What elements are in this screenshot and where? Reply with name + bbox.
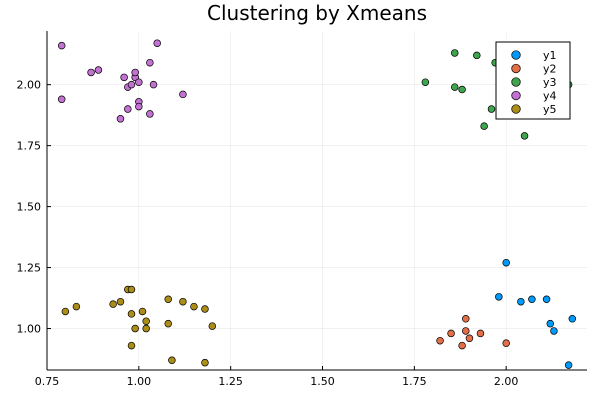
- legend-label-y5: y5: [543, 103, 557, 116]
- y4-point: [146, 110, 154, 118]
- y3-point: [480, 122, 488, 130]
- y4-point: [57, 95, 66, 104]
- y5-point: [190, 302, 198, 311]
- y5-point: [131, 324, 139, 333]
- y3-point: [451, 83, 459, 91]
- x-tick-label: 1.25: [218, 375, 243, 388]
- y4-point: [135, 78, 143, 86]
- legend-label-y4: y4: [543, 90, 557, 103]
- legend-label-y3: y3: [543, 76, 557, 89]
- y5-point: [109, 300, 117, 308]
- y5-point: [201, 305, 209, 313]
- y4-point: [57, 41, 66, 50]
- legend-marker-y5: [511, 104, 521, 114]
- y4-point: [179, 90, 187, 99]
- legend-marker-y2: [511, 63, 521, 74]
- x-tick-label: 1.00: [127, 375, 152, 388]
- y2-point: [476, 329, 485, 338]
- y5-point: [138, 307, 147, 316]
- legend-marker-y1: [511, 50, 521, 60]
- y4-point: [116, 115, 125, 123]
- y2-point: [436, 336, 444, 345]
- y1-point: [517, 297, 525, 306]
- y3-point: [421, 78, 430, 86]
- x-tick-label: 2.00: [494, 375, 519, 388]
- y4-point: [131, 68, 139, 77]
- y4-point: [124, 105, 132, 113]
- y5-point: [164, 295, 172, 304]
- y4-point: [94, 66, 103, 74]
- y5-point: [168, 356, 176, 364]
- y4-point: [153, 39, 161, 47]
- tick-labels: 0.75 1.00 1.25 1.50 1.75 2.00 1.00 1.25 1.50 1.75…: [17, 79, 519, 388]
- y2-point: [447, 329, 455, 338]
- y5-point: [208, 322, 217, 330]
- x-tick-label: 1.50: [310, 375, 335, 388]
- y1-point: [546, 319, 555, 328]
- y5-point: [127, 341, 136, 350]
- y3-point: [473, 51, 481, 60]
- y4-point: [149, 80, 158, 89]
- y3-point: [487, 105, 496, 113]
- y-tick-label: 1.25: [17, 262, 42, 275]
- y5-point: [127, 310, 136, 318]
- y1-point: [528, 295, 536, 304]
- y2-point: [462, 327, 470, 335]
- y-tick-label: 1.00: [17, 323, 42, 336]
- y1-point: [564, 361, 573, 369]
- legend-marker-y3: [511, 77, 521, 87]
- y5-point: [116, 297, 125, 306]
- y1-point: [542, 295, 551, 304]
- y4-point: [127, 80, 136, 89]
- y5-point: [127, 285, 136, 294]
- y2-point: [462, 315, 470, 323]
- y4-point: [146, 58, 154, 67]
- y3-point: [451, 49, 459, 57]
- y1-point: [502, 258, 510, 267]
- y2-point: [502, 339, 510, 347]
- y5-point: [142, 324, 150, 333]
- y5-point: [201, 358, 209, 367]
- y1-point: [550, 327, 558, 335]
- y2-point: [458, 341, 466, 350]
- y5-point: [61, 307, 70, 316]
- y5-point: [164, 319, 172, 328]
- y3-point: [458, 85, 466, 94]
- axes: [46, 31, 587, 371]
- y5-point: [72, 302, 81, 311]
- y-tick-label: 1.50: [17, 201, 42, 214]
- legend-label-y2: y2: [543, 63, 557, 76]
- legend-box: [495, 41, 571, 120]
- y4-point: [87, 68, 95, 77]
- x-tick-label: 0.75: [35, 375, 60, 388]
- y-tick-label: 1.75: [17, 140, 42, 153]
- y5-point: [142, 317, 150, 325]
- y1-point: [495, 293, 503, 301]
- legend-marker-y4: [511, 90, 521, 101]
- legend-label-y1: y1: [543, 49, 557, 62]
- x-tick-label: 1.75: [402, 375, 427, 388]
- y5-point: [179, 297, 187, 306]
- y4-point: [120, 73, 128, 82]
- y1-point: [568, 315, 577, 323]
- y2-point: [465, 334, 474, 343]
- y4-point: [135, 102, 143, 111]
- y3-point: [520, 132, 529, 140]
- chart-title: Clustering by Xmeans: [207, 1, 427, 25]
- y-tick-label: 2.00: [17, 79, 42, 92]
